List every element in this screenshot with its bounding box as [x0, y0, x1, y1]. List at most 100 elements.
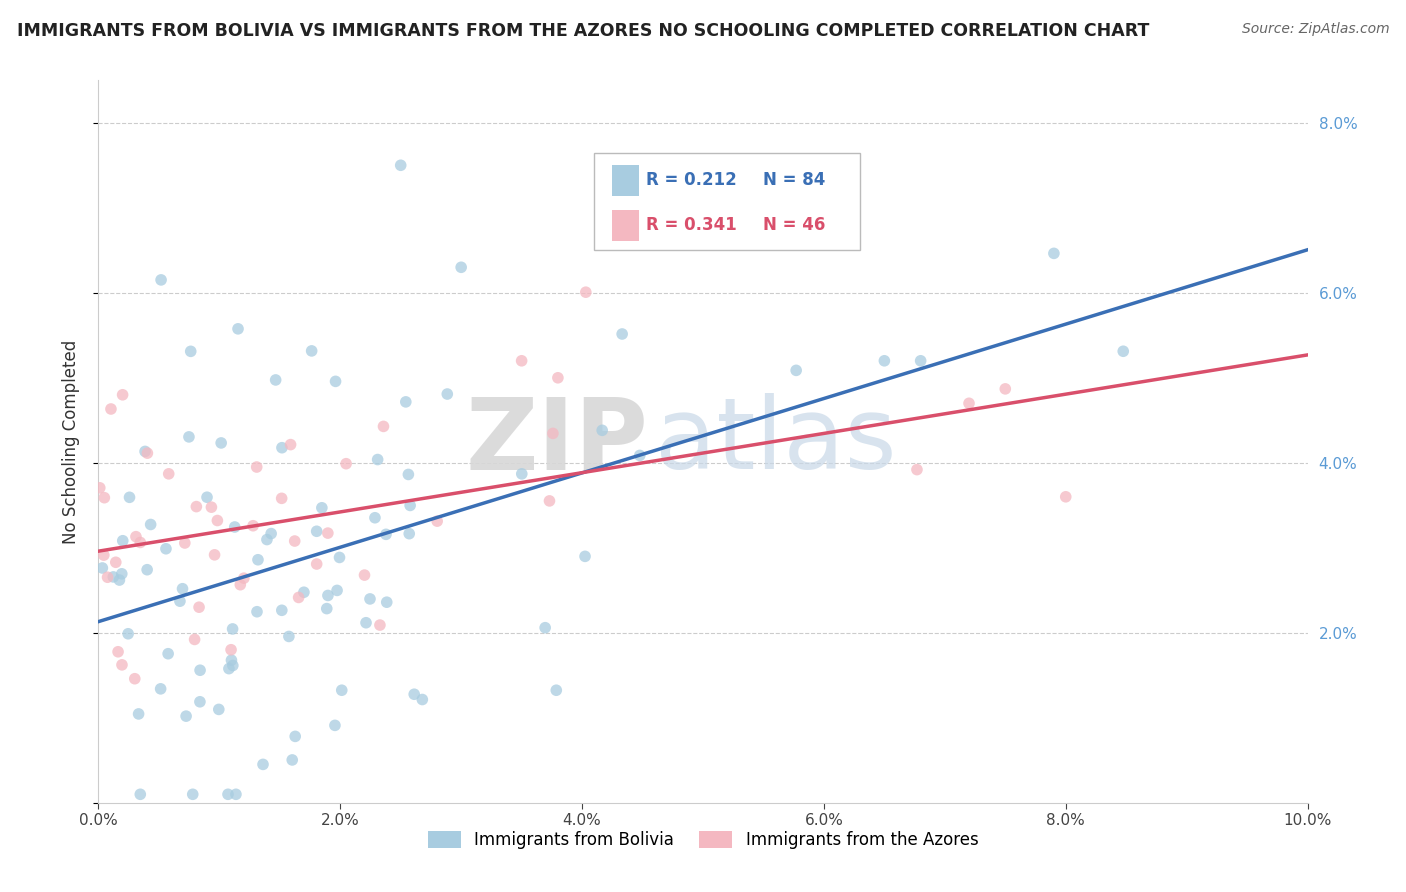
Point: [246, 460, 269, 475]
Point: [129, 787, 152, 801]
Point: [359, 591, 381, 606]
Point: [218, 662, 240, 676]
Text: N = 84: N = 84: [763, 170, 825, 188]
Point: [221, 622, 243, 636]
Point: [311, 500, 333, 515]
FancyBboxPatch shape: [595, 153, 860, 250]
Point: [591, 423, 613, 437]
Point: [547, 371, 569, 385]
Point: [785, 363, 807, 377]
Y-axis label: No Schooling Completed: No Schooling Completed: [62, 340, 80, 543]
Point: [200, 500, 222, 515]
Point: [404, 687, 426, 701]
Point: [287, 591, 309, 605]
Point: [242, 518, 264, 533]
Point: [229, 578, 252, 592]
Point: [305, 524, 328, 539]
Point: [905, 462, 928, 476]
Point: [91, 561, 114, 575]
Point: [375, 595, 398, 609]
Point: [124, 672, 146, 686]
Point: [128, 706, 150, 721]
Point: [353, 568, 375, 582]
Point: [157, 467, 180, 481]
Text: IMMIGRANTS FROM BOLIVIA VS IMMIGRANTS FROM THE AZORES NO SCHOOLING COMPLETED COR: IMMIGRANTS FROM BOLIVIA VS IMMIGRANTS FR…: [17, 22, 1149, 40]
Point: [541, 426, 564, 441]
Point: [129, 535, 152, 549]
Point: [256, 533, 278, 547]
Point: [186, 500, 208, 514]
Point: [1043, 246, 1066, 260]
Point: [260, 526, 283, 541]
Point: [226, 322, 249, 336]
FancyBboxPatch shape: [613, 211, 638, 241]
Point: [284, 534, 307, 549]
Point: [209, 436, 232, 450]
Point: [510, 353, 533, 368]
Point: [270, 491, 292, 506]
Point: [100, 402, 122, 417]
Point: [277, 630, 299, 644]
Point: [450, 260, 472, 275]
Point: [188, 663, 211, 677]
Point: [96, 570, 118, 584]
Point: [281, 753, 304, 767]
Point: [188, 695, 211, 709]
Point: [325, 375, 347, 389]
Point: [136, 446, 159, 460]
Point: [107, 645, 129, 659]
Point: [323, 718, 346, 732]
Point: [136, 563, 159, 577]
Text: atlas: atlas: [655, 393, 896, 490]
Text: ZIP: ZIP: [465, 393, 648, 490]
Point: [280, 437, 302, 451]
Point: [155, 541, 177, 556]
Point: [103, 570, 125, 584]
Point: [118, 491, 141, 505]
Point: [396, 467, 419, 482]
Point: [367, 452, 389, 467]
Point: [149, 681, 172, 696]
Point: [139, 517, 162, 532]
Point: [224, 520, 246, 534]
Point: [172, 582, 194, 596]
Point: [1054, 490, 1077, 504]
Point: [177, 430, 200, 444]
Point: [436, 387, 458, 401]
Point: [169, 594, 191, 608]
Point: [354, 615, 377, 630]
Point: [174, 709, 197, 723]
Point: [246, 553, 269, 567]
Point: [330, 683, 353, 698]
Point: [270, 603, 292, 617]
Point: [305, 557, 328, 571]
Point: [188, 600, 211, 615]
Point: [93, 491, 115, 505]
Point: [994, 382, 1017, 396]
Point: [221, 653, 243, 667]
Point: [328, 550, 350, 565]
Point: [610, 326, 633, 341]
Point: [225, 787, 247, 801]
Point: [957, 396, 980, 410]
Point: [125, 530, 148, 544]
Point: [232, 571, 254, 585]
Point: [510, 467, 533, 481]
Text: R = 0.341: R = 0.341: [647, 216, 737, 234]
Point: [316, 589, 339, 603]
Point: [1112, 344, 1135, 359]
Point: [326, 583, 349, 598]
Point: [183, 632, 205, 647]
Point: [173, 536, 195, 550]
Point: [108, 573, 131, 587]
Point: [104, 555, 127, 569]
Point: [399, 499, 422, 513]
Legend: Immigrants from Bolivia, Immigrants from the Azores: Immigrants from Bolivia, Immigrants from…: [420, 824, 986, 856]
Point: [222, 658, 245, 673]
Point: [373, 419, 395, 434]
Point: [217, 787, 239, 801]
Point: [219, 642, 242, 657]
Point: [538, 494, 561, 508]
Text: R = 0.212: R = 0.212: [647, 170, 737, 188]
Point: [873, 353, 896, 368]
